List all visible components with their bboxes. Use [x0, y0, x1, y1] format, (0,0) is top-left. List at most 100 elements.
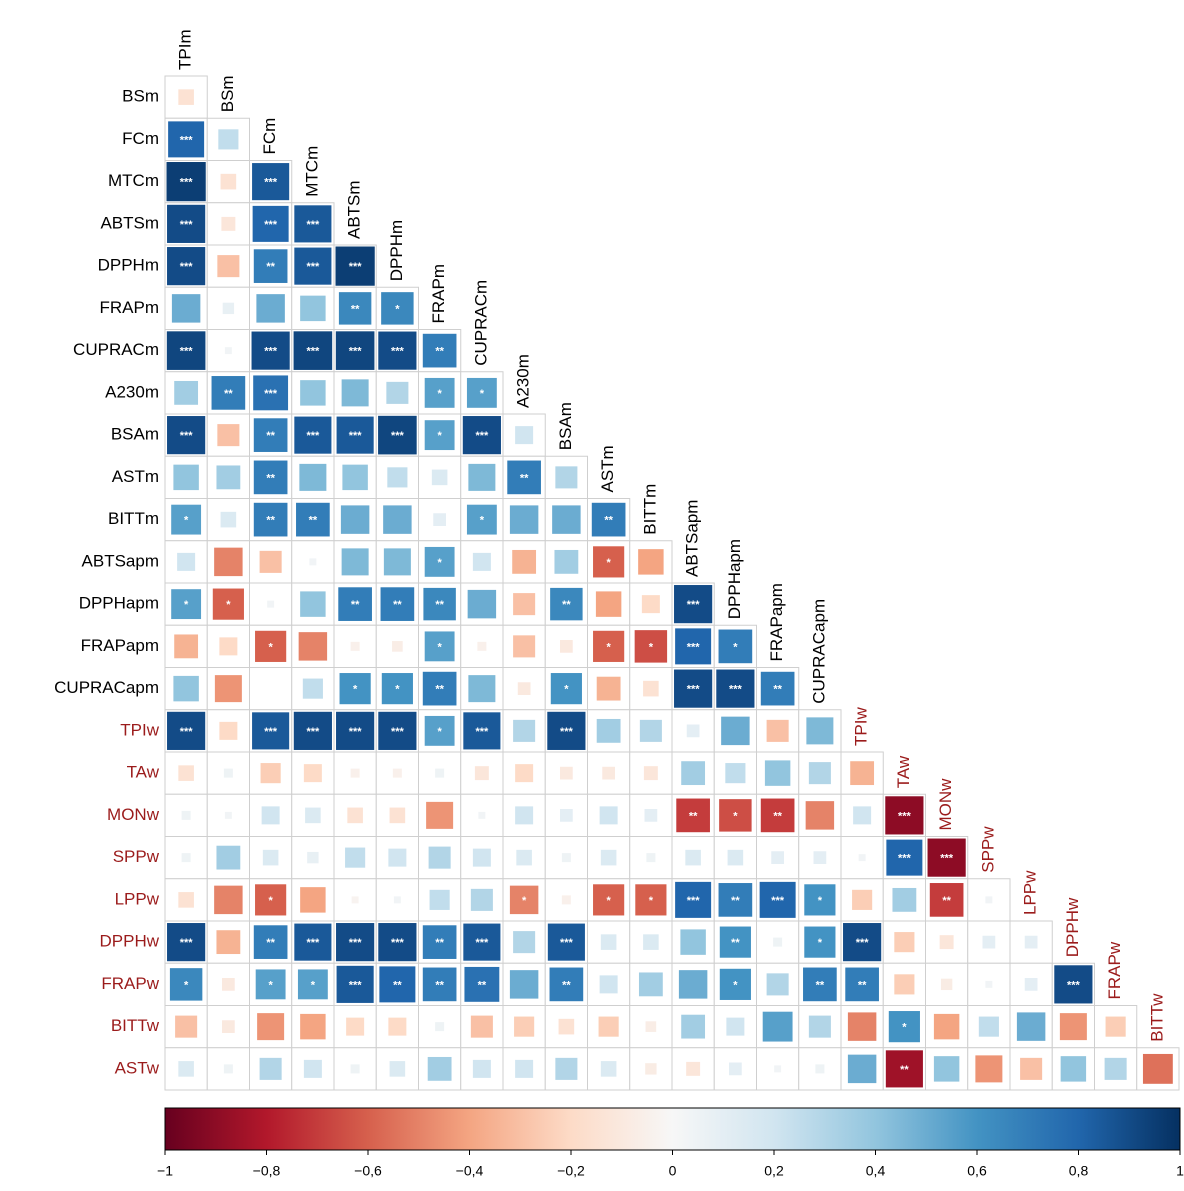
- corr-square: [351, 896, 359, 904]
- corr-square: [686, 1061, 701, 1076]
- row-label: ASTm: [112, 467, 159, 486]
- corr-square: [598, 1016, 619, 1037]
- significance: ***: [898, 810, 912, 822]
- corr-square: [686, 724, 700, 738]
- corr-square: [381, 673, 413, 705]
- corr-square: [335, 246, 375, 286]
- row-label: CUPRACm: [73, 340, 159, 359]
- significance: **: [731, 895, 740, 907]
- corr-square: [727, 849, 744, 866]
- corr-square: [474, 766, 489, 781]
- corr-square: [929, 883, 964, 917]
- corr-square: [561, 895, 571, 905]
- corr-square: [294, 416, 332, 454]
- significance: *: [480, 515, 485, 527]
- significance: **: [520, 472, 529, 484]
- cell: [249, 667, 293, 711]
- significance: **: [351, 599, 360, 611]
- corr-square: [1060, 1056, 1087, 1082]
- corr-square: [509, 505, 539, 534]
- corr-square: [220, 173, 237, 190]
- corr-square: [259, 550, 282, 573]
- significance: ***: [349, 979, 363, 991]
- corr-square: [643, 766, 658, 781]
- corr-square: [676, 798, 710, 833]
- corr-square: [847, 1054, 877, 1084]
- corr-square: [378, 331, 417, 370]
- significance: **: [266, 472, 275, 484]
- corr-square: [350, 641, 360, 651]
- corr-square: [509, 885, 539, 915]
- corr-square: [1020, 1057, 1043, 1080]
- corr-square: [424, 715, 455, 746]
- row-label: DPPHw: [99, 932, 159, 951]
- significance: ***: [180, 937, 194, 949]
- corr-square: [975, 1055, 1003, 1083]
- row-label: FRAPm: [100, 298, 160, 317]
- column-label: TPIw: [852, 707, 871, 746]
- significance: ***: [349, 261, 363, 273]
- significance: **: [858, 979, 867, 991]
- significance: *: [818, 937, 823, 949]
- corr-square: [771, 851, 784, 864]
- corr-square: [760, 798, 795, 833]
- corr-square: [216, 465, 241, 490]
- corr-square: [600, 1061, 617, 1077]
- corr-square: [216, 930, 241, 955]
- corr-square: [429, 889, 450, 910]
- corr-square: [346, 1017, 365, 1036]
- corr-square: [845, 967, 879, 1002]
- column-label: MONw: [936, 778, 955, 831]
- significance: ***: [391, 726, 405, 738]
- column-label: A230m: [514, 354, 533, 408]
- corr-square: [638, 972, 663, 997]
- significance: **: [393, 979, 402, 991]
- corr-square: [383, 505, 412, 534]
- corr-square: [507, 460, 541, 495]
- colorbar-tick-label: −0,8: [253, 1163, 281, 1179]
- corr-square: [433, 513, 446, 526]
- row-label: FRAPapm: [81, 636, 159, 655]
- corr-square: [888, 1011, 920, 1043]
- corr-square: [843, 923, 882, 962]
- significance: *: [353, 684, 358, 696]
- significance: *: [395, 684, 400, 696]
- corr-square: [173, 675, 199, 702]
- corr-square: [389, 807, 406, 824]
- significance: *: [226, 599, 231, 611]
- significance: **: [266, 430, 275, 442]
- significance: **: [435, 599, 444, 611]
- corr-square: [804, 926, 836, 958]
- corr-square: [336, 416, 374, 454]
- row-label: BITTw: [111, 1016, 160, 1035]
- significance: ***: [391, 937, 405, 949]
- corr-square: [338, 587, 372, 621]
- corr-square: [678, 970, 708, 999]
- corr-square: [300, 295, 326, 322]
- corr-square: [1059, 1013, 1087, 1041]
- corr-square: [982, 935, 996, 949]
- significance: *: [268, 895, 273, 907]
- significance: ***: [687, 684, 701, 696]
- corr-square: [216, 845, 241, 870]
- corr-square: [1105, 1016, 1126, 1037]
- corr-square: [435, 1022, 445, 1032]
- corr-square: [547, 923, 585, 961]
- corr-square: [639, 719, 662, 742]
- corr-square: [378, 923, 417, 962]
- significance: ***: [475, 430, 489, 442]
- corr-square: [303, 1059, 322, 1078]
- corr-square: [595, 591, 622, 617]
- significance: ***: [264, 388, 278, 400]
- corr-square: [224, 811, 232, 819]
- row-label: MTCm: [108, 171, 159, 190]
- significance: ***: [264, 177, 278, 189]
- column-label: FCm: [260, 118, 279, 155]
- corr-square: [591, 502, 626, 537]
- colorbar-tick-label: −0,4: [456, 1163, 484, 1179]
- corr-square: [422, 925, 457, 959]
- corr-square: [760, 671, 795, 706]
- corr-square: [166, 162, 206, 202]
- corr-square: [718, 629, 753, 664]
- corr-square: [602, 766, 615, 780]
